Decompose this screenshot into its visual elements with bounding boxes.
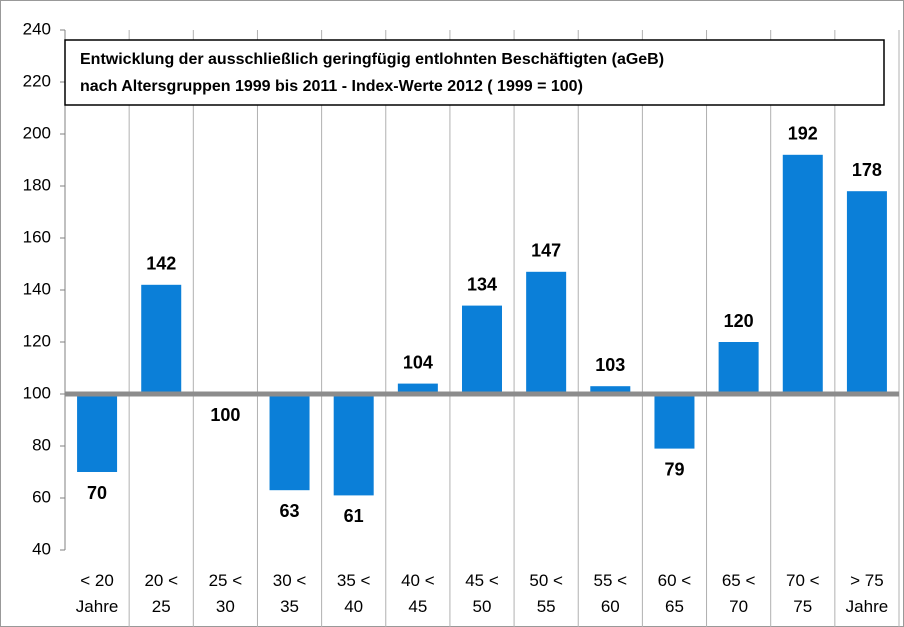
bar: [526, 271, 567, 394]
x-tick-label: > 75 Jahre: [846, 571, 889, 616]
x-tick-label: < 20 Jahre: [76, 571, 119, 616]
value-label: 104: [403, 352, 433, 372]
x-tick-label: 70 <75: [786, 571, 820, 616]
chart-title: Entwicklung der ausschließlich geringfüg…: [80, 51, 664, 95]
title-box: [64, 39, 885, 106]
y-tick-label: 80: [32, 435, 51, 454]
value-label: 142: [146, 254, 176, 274]
value-label: 103: [595, 355, 625, 375]
bar: [333, 394, 374, 496]
bar: [846, 191, 887, 394]
x-tick-label: 50 <55: [529, 571, 563, 616]
y-tick-label: 180: [23, 175, 51, 194]
value-label: 100: [210, 405, 240, 425]
bar: [141, 284, 182, 394]
value-label: 178: [852, 160, 882, 180]
value-label: 70: [87, 483, 107, 503]
bar: [718, 342, 759, 394]
value-label: 79: [664, 459, 684, 479]
y-tick-label: 200: [23, 123, 51, 142]
x-tick-label: 25 <30: [209, 571, 243, 616]
value-label: 120: [724, 311, 754, 331]
bar: [654, 394, 695, 449]
x-tick-label: 55 <60: [594, 571, 628, 616]
x-tick-label: 60 <65: [658, 571, 692, 616]
value-label: 147: [531, 241, 561, 261]
bar: [462, 305, 502, 394]
bar: [77, 394, 118, 472]
bar: [590, 386, 631, 394]
bar: [269, 394, 310, 491]
x-tick-label: 30 <35: [273, 571, 307, 616]
y-tick-label: 60: [32, 487, 51, 506]
x-tick-label: 20 <25: [144, 571, 178, 616]
y-tick-label: 220: [23, 71, 51, 90]
x-tick-label: 35 <40: [337, 571, 371, 616]
value-label: 61: [344, 506, 364, 526]
x-tick-label: 65 <70: [722, 571, 756, 616]
y-tick-label: 140: [23, 279, 51, 298]
x-tick-label: 45 <50: [465, 571, 499, 616]
value-label: 192: [788, 124, 818, 144]
bar: [397, 383, 438, 394]
value-label: 134: [467, 274, 497, 294]
y-tick-label: 40: [32, 539, 51, 558]
value-label: 63: [280, 501, 300, 521]
bar: [782, 154, 823, 394]
y-tick-label: 160: [23, 227, 51, 246]
y-tick-label: 240: [23, 19, 51, 38]
y-tick-label: 120: [23, 331, 51, 350]
y-tick-label: 100: [23, 383, 51, 402]
x-tick-label: 40 <45: [401, 571, 435, 616]
